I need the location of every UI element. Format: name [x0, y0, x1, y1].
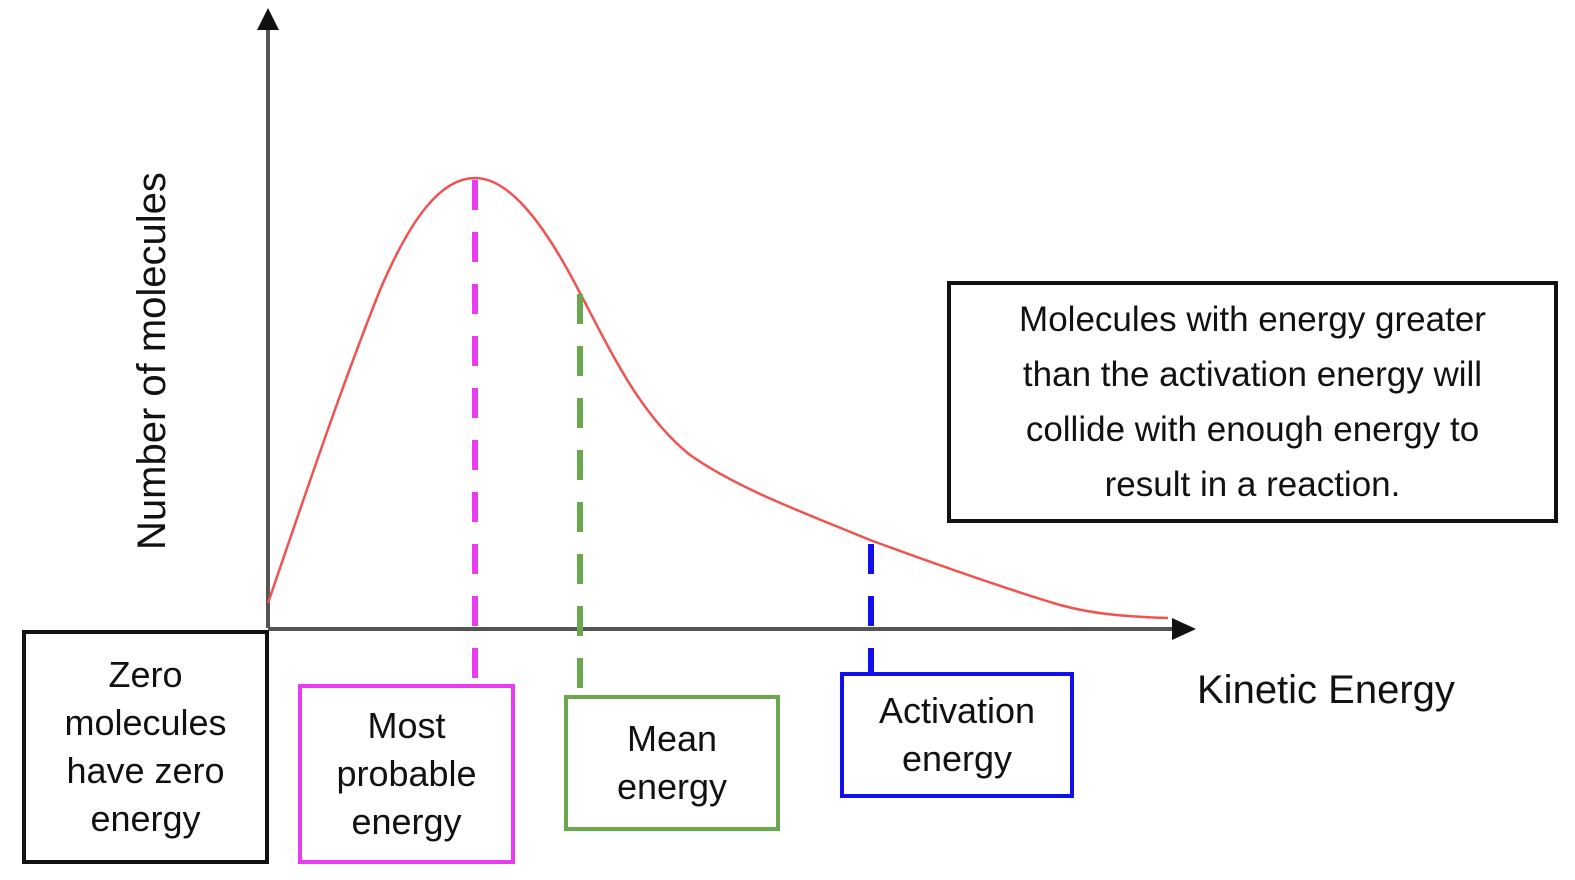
zero-energy-label-text: Zero molecules have zero energy [64, 654, 227, 839]
x-axis-label: Kinetic Energy [1197, 668, 1455, 712]
x-axis-arrow-icon [1172, 618, 1196, 640]
mean-energy-box: Mean energy [564, 695, 780, 831]
most-probable-energy-box: Most probable energy [298, 684, 515, 864]
activation-note-box: Molecules with energy greater than the a… [947, 281, 1558, 523]
mean-energy-text: Mean energy [616, 718, 728, 807]
y-axis-arrow-icon [257, 8, 279, 30]
y-axis-label: Number of molecules [130, 172, 174, 550]
activation-energy-text: Activation energy [878, 690, 1036, 779]
distribution-curve [266, 176, 1169, 620]
most-probable-energy-text: Most probable energy [336, 705, 477, 842]
zero-energy-label-box: Zero molecules have zero energy [22, 630, 269, 864]
activation-energy-box: Activation energy [840, 672, 1074, 798]
activation-note-text: Molecules with energy greater than the a… [1019, 300, 1486, 504]
